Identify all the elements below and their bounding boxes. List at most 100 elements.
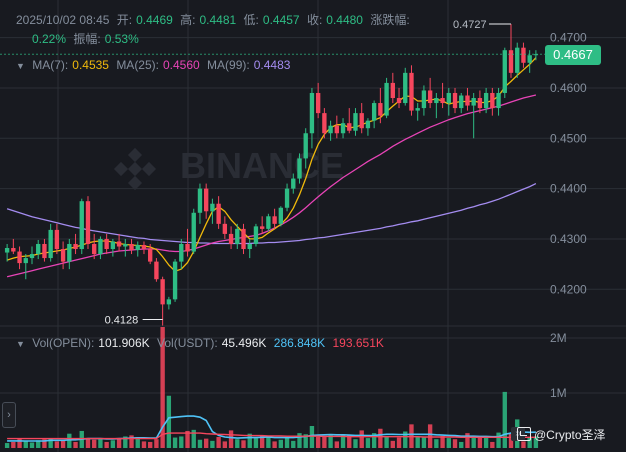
price-tick-label: 0.4400 (550, 182, 587, 196)
open-value: 0.4469 (136, 13, 173, 27)
expand-panel-button[interactable]: › (2, 402, 16, 428)
candle-body (160, 279, 165, 305)
candle-body (396, 98, 402, 104)
candle-body (141, 244, 147, 250)
candles (4, 24, 539, 326)
volume-bar (160, 327, 165, 448)
volume-bar (166, 395, 172, 448)
ma7-label: MA(7): (32, 58, 69, 72)
volusdt-label: Vol(USDT): (157, 336, 218, 350)
candle-body (284, 188, 290, 208)
candle-body (266, 216, 271, 229)
candle-body (116, 241, 122, 247)
change-value: 0.22% (32, 32, 67, 46)
candle-body (328, 125, 333, 134)
candle-body (216, 203, 221, 224)
volume-bar (247, 433, 252, 448)
volume-bar (172, 437, 178, 448)
collapse-triangle-icon[interactable]: ▼ (16, 61, 25, 71)
candle-body (148, 249, 153, 262)
candle-body (123, 243, 128, 247)
candle-body (23, 258, 28, 264)
volume-bar (17, 438, 22, 448)
volume-bar (446, 438, 451, 448)
candle-body (353, 113, 358, 131)
candle-body (502, 50, 507, 93)
volume-legend[interactable]: ▼ Vol(OPEN): 101.906K Vol(USDT): 45.496K 2… (16, 336, 388, 350)
volume-bar (235, 439, 240, 448)
candle-body (222, 223, 228, 234)
candle-body (309, 92, 315, 134)
candle-body (104, 238, 109, 250)
volume-bar (477, 437, 483, 448)
volume-bar (216, 437, 221, 448)
volume-ma2-line (7, 432, 536, 440)
candle-body (340, 123, 346, 134)
candle-body (322, 113, 327, 134)
candle-body (390, 82, 395, 99)
volume-bar (359, 430, 364, 448)
volume-bar (465, 433, 470, 448)
volume-bar (459, 441, 464, 448)
volume-bar (42, 439, 47, 448)
candle-body (235, 228, 240, 244)
candle-body (315, 92, 321, 114)
change-label: 涨跌幅: (370, 13, 410, 27)
volume-bar (272, 441, 277, 448)
candle-body (371, 103, 377, 121)
volume-bar (54, 441, 60, 448)
candle-body (191, 212, 196, 252)
candle-body (521, 47, 526, 63)
candle-body (515, 47, 520, 73)
volume-bar (347, 435, 352, 448)
volume-bar (123, 436, 128, 448)
candle-body (465, 95, 470, 106)
candle-body (29, 254, 35, 259)
volume-bar (210, 440, 215, 448)
volume-bar (23, 441, 28, 448)
candle-body (440, 98, 445, 104)
volume-bar (396, 437, 402, 448)
candle-body (17, 251, 22, 264)
candle-body (496, 92, 501, 109)
close-label: 收: (306, 13, 323, 27)
volume-bar (179, 436, 184, 448)
volume-bar (440, 435, 445, 448)
candle-body (129, 243, 134, 251)
candle-body (359, 113, 364, 129)
volume-bar (434, 439, 439, 448)
vol-collapse-triangle-icon[interactable]: ▼ (16, 339, 25, 349)
volume-bar (384, 436, 389, 448)
volume-ma-lines (7, 415, 536, 442)
volume-axis: 2M 1M (550, 331, 567, 400)
chevron-right-icon[interactable]: » (511, 427, 525, 441)
candle-body (471, 98, 476, 106)
candle-body (446, 92, 451, 104)
candle-body (459, 95, 464, 109)
datetime: 2025/10/02 08:45 (16, 13, 110, 27)
ma7-value: 0.4535 (72, 58, 109, 72)
candle-body (79, 201, 84, 250)
volume-bar (340, 434, 346, 448)
candle-body (490, 92, 495, 109)
price-annotations: 0.4727 0.4128 (105, 19, 512, 327)
volume-bar (148, 441, 153, 448)
volume-bar (403, 431, 408, 448)
candle-body (210, 203, 215, 212)
candle-body (483, 92, 489, 109)
candle-body (42, 243, 47, 259)
candle-body (508, 50, 514, 73)
volume-bar (508, 433, 514, 448)
volume-bar (141, 441, 147, 448)
candle-body (85, 201, 91, 244)
ohlc-header: 2025/10/02 08:45 开: 0.4469 高: 0.4481 低: 0.4… (16, 11, 414, 28)
ma99-value: 0.4483 (253, 58, 291, 72)
volume-bar (4, 443, 10, 448)
candle-body (98, 238, 103, 255)
volume-bar (365, 438, 371, 448)
volume-bar (471, 437, 476, 448)
volume-bar (191, 429, 196, 448)
volume-bars (4, 327, 539, 448)
amplitude-value: 0.53% (104, 32, 139, 46)
ma-legend[interactable]: ▼ MA(7): 0.4535 MA(25): 0.4560 MA(99): 0.44… (16, 58, 294, 72)
